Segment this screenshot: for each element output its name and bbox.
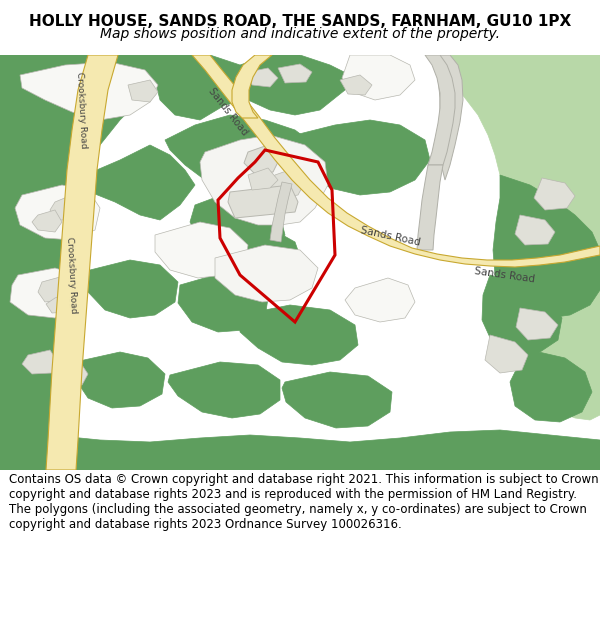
Polygon shape xyxy=(248,68,278,87)
Polygon shape xyxy=(240,305,358,365)
Polygon shape xyxy=(38,277,68,302)
Polygon shape xyxy=(178,275,268,332)
Polygon shape xyxy=(248,168,278,190)
Polygon shape xyxy=(270,182,292,242)
Polygon shape xyxy=(32,210,62,232)
Polygon shape xyxy=(85,145,195,220)
Polygon shape xyxy=(205,222,302,287)
Polygon shape xyxy=(228,185,298,218)
Polygon shape xyxy=(128,80,158,102)
Polygon shape xyxy=(88,260,178,318)
Polygon shape xyxy=(295,120,430,195)
Polygon shape xyxy=(482,275,562,354)
Polygon shape xyxy=(50,195,82,220)
Polygon shape xyxy=(75,352,165,408)
Polygon shape xyxy=(20,62,158,120)
Polygon shape xyxy=(430,55,600,420)
Polygon shape xyxy=(0,270,80,345)
Text: Sands Road: Sands Road xyxy=(474,266,536,284)
Polygon shape xyxy=(0,340,75,402)
Polygon shape xyxy=(15,185,100,240)
Text: Contains OS data © Crown copyright and database right 2021. This information is : Contains OS data © Crown copyright and d… xyxy=(9,473,599,531)
Polygon shape xyxy=(190,192,285,260)
Polygon shape xyxy=(46,293,75,313)
Polygon shape xyxy=(192,55,600,267)
Text: Crooksbury Road: Crooksbury Road xyxy=(76,71,89,149)
Polygon shape xyxy=(168,362,280,418)
Polygon shape xyxy=(425,55,455,165)
Polygon shape xyxy=(54,362,88,386)
Polygon shape xyxy=(270,168,305,198)
Polygon shape xyxy=(0,430,600,470)
Polygon shape xyxy=(345,278,415,322)
Polygon shape xyxy=(435,55,463,180)
Polygon shape xyxy=(510,350,592,422)
Polygon shape xyxy=(485,335,528,373)
Polygon shape xyxy=(155,55,350,120)
Polygon shape xyxy=(155,222,248,278)
Text: HOLLY HOUSE, SANDS ROAD, THE SANDS, FARNHAM, GU10 1PX: HOLLY HOUSE, SANDS ROAD, THE SANDS, FARN… xyxy=(29,14,571,29)
Polygon shape xyxy=(46,55,118,470)
Polygon shape xyxy=(417,165,443,250)
Text: Map shows position and indicative extent of the property.: Map shows position and indicative extent… xyxy=(100,28,500,41)
Polygon shape xyxy=(342,55,415,100)
Polygon shape xyxy=(282,372,392,428)
Polygon shape xyxy=(278,64,312,83)
Polygon shape xyxy=(515,215,555,245)
Polygon shape xyxy=(493,175,600,318)
Polygon shape xyxy=(200,135,328,225)
Polygon shape xyxy=(516,308,558,340)
Text: Sands Road: Sands Road xyxy=(206,86,250,138)
Text: Sands Road: Sands Road xyxy=(359,225,421,248)
Polygon shape xyxy=(340,75,372,95)
Text: Crooksbury Road: Crooksbury Road xyxy=(65,236,79,314)
Polygon shape xyxy=(244,145,280,175)
Polygon shape xyxy=(22,350,58,374)
Polygon shape xyxy=(215,245,318,302)
Polygon shape xyxy=(0,55,165,470)
Polygon shape xyxy=(10,268,85,318)
Polygon shape xyxy=(232,55,272,118)
Polygon shape xyxy=(534,178,575,210)
Polygon shape xyxy=(165,115,320,200)
